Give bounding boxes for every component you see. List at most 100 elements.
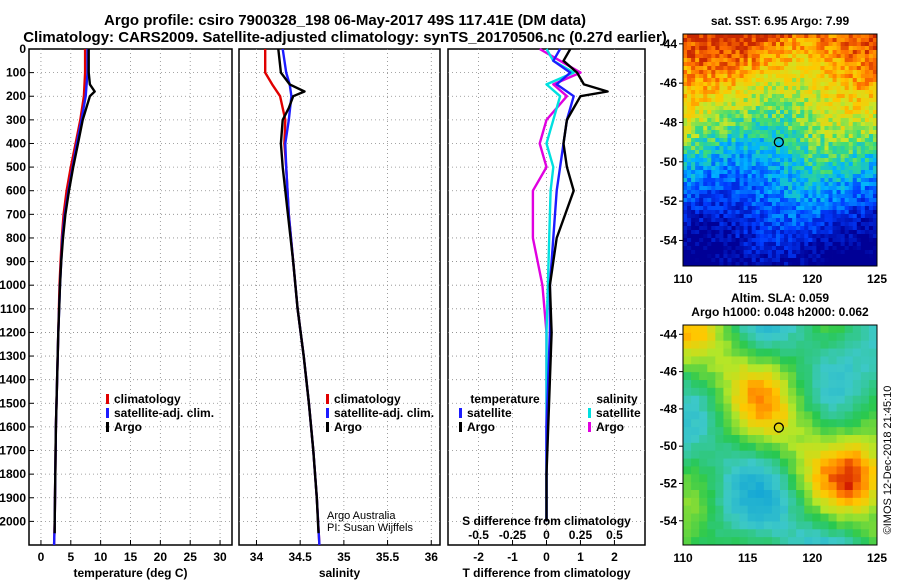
sst-map-cell: [800, 238, 805, 243]
sst-map-cell: [755, 262, 761, 267]
sst-map-cell: [763, 190, 769, 195]
sst-map-cell: [687, 174, 692, 179]
sst-map-cell: [719, 150, 724, 155]
sst-map-cell: [868, 102, 874, 107]
sst-map-cell: [687, 94, 692, 99]
sst-map-cell: [784, 86, 789, 91]
sst-map-cell: [808, 34, 813, 39]
sst-map-cell: [860, 162, 866, 167]
sla-map-cell: [820, 356, 829, 365]
sst-map-cell: [848, 70, 854, 75]
sst-map-cell: [804, 254, 809, 259]
sst-map-cell: [792, 162, 797, 167]
sla-map-cell: [804, 411, 813, 420]
sst-map-cell: [683, 94, 688, 99]
sst-map-cell: [840, 114, 846, 119]
sst-map-cell: [775, 250, 781, 255]
sst-map-cell: [691, 238, 696, 243]
sst-map-cell: [824, 214, 829, 219]
sst-map-cell: [747, 234, 753, 239]
sst-map-cell: [771, 42, 777, 47]
sst-map-cell: [800, 38, 805, 43]
sst-map-cell: [755, 158, 761, 163]
sst-map-cell: [767, 94, 773, 99]
sst-map-ytick-label: -52: [660, 194, 678, 208]
sst-map-cell: [715, 74, 720, 79]
sst-map-cell: [739, 222, 745, 227]
sst-map-cell: [719, 230, 724, 235]
sst-map-cell: [824, 254, 829, 259]
sla-map-cell: [723, 537, 732, 546]
sst-map-cell: [804, 194, 809, 199]
sst-map-cell: [699, 126, 704, 131]
sla-map-cell: [844, 411, 854, 420]
sst-map-cell: [780, 226, 785, 231]
sla-map-cell: [683, 537, 692, 546]
sst-map-cell: [820, 114, 825, 119]
sst-map-cell: [868, 182, 874, 187]
sst-map-cell: [872, 206, 878, 211]
sst-map-cell: [844, 162, 850, 167]
sst-map-cell: [788, 202, 793, 207]
sst-map-cell: [715, 114, 720, 119]
sst-map-cell: [751, 234, 757, 239]
sst-map-cell: [763, 254, 769, 259]
sla-map-cell: [796, 521, 805, 530]
sla-map-cell: [707, 387, 716, 397]
sst-map-cell: [763, 46, 769, 51]
sst-map-cell: [723, 198, 728, 203]
sst-map-cell: [780, 154, 785, 159]
sst-map-cell: [731, 118, 736, 123]
sst-map-cell: [739, 114, 745, 119]
sst-map-cell: [747, 178, 753, 183]
sst-map-cell: [727, 246, 732, 251]
sst-map-cell: [767, 34, 773, 39]
sst-map-cell: [784, 106, 789, 111]
sst-map-cell: [759, 154, 765, 159]
sst-map-cell: [812, 190, 817, 195]
sst-map-cell: [707, 170, 712, 175]
sst-map-cell: [699, 206, 704, 211]
sst-map-cell: [872, 78, 878, 83]
sst-map-cell: [804, 238, 809, 243]
sst-map-cell: [731, 182, 736, 187]
sst-map-cell: [832, 238, 837, 243]
sst-map-cell: [844, 98, 850, 103]
sst-map-cell: [723, 206, 728, 211]
sst-map-cell: [832, 34, 837, 39]
sla-map-cell: [780, 521, 789, 530]
sst-map-cell: [788, 126, 793, 131]
sst-map-cell: [771, 234, 777, 239]
sla-map-cell: [763, 427, 773, 436]
sst-map-cell: [727, 46, 732, 51]
sla-map-cell: [755, 325, 765, 334]
sla-map-xtick-label: 125: [867, 551, 887, 565]
sla-map-cell: [739, 340, 749, 349]
sla-map-cell: [707, 427, 716, 436]
sst-map-cell: [816, 42, 821, 47]
sst-map-cell: [743, 46, 749, 51]
sst-map-cell: [856, 218, 862, 223]
sla-map-cell: [860, 411, 870, 420]
sst-map-cell: [852, 122, 858, 127]
sst-map-cell: [707, 246, 712, 251]
sst-map-cell: [792, 210, 797, 215]
sst-map-cell: [860, 210, 866, 215]
sst-map-cell: [767, 110, 773, 115]
sst-map-cell: [683, 82, 688, 87]
sst-map-cell: [820, 50, 825, 55]
sla-map-cell: [844, 380, 854, 389]
sst-map-cell: [856, 98, 862, 103]
sst-map-cell: [719, 78, 724, 83]
sst-map-cell: [872, 38, 878, 43]
sst-map-cell: [775, 98, 781, 103]
sst-map-cell: [808, 206, 813, 211]
sst-map-cell: [840, 82, 846, 87]
sst-map-cell: [828, 262, 833, 267]
sst-map-cell: [707, 186, 712, 191]
sst-map-cell: [731, 162, 736, 167]
sla-map-cell: [844, 521, 854, 530]
sst-map-cell: [763, 98, 769, 103]
sst-map-cell: [860, 54, 866, 59]
sst-map-cell: [755, 230, 761, 235]
